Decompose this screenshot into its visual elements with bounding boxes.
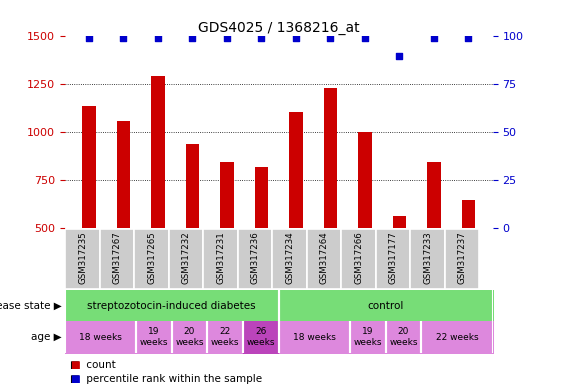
Text: age ▶: age ▶ [32, 332, 62, 342]
Point [257, 35, 266, 41]
Point [360, 35, 369, 41]
Text: 18 weeks: 18 weeks [79, 333, 122, 342]
FancyBboxPatch shape [65, 229, 100, 289]
Text: 20
weeks: 20 weeks [175, 328, 204, 347]
Point [153, 35, 162, 41]
Text: disease state ▶: disease state ▶ [0, 301, 62, 311]
Bar [82, 106, 96, 324]
FancyBboxPatch shape [135, 229, 169, 289]
Text: GSM317233: GSM317233 [423, 232, 432, 284]
Bar [427, 162, 441, 324]
Text: 19
weeks: 19 weeks [354, 328, 382, 347]
Bar [358, 131, 372, 324]
Text: ■: ■ [70, 360, 80, 370]
FancyBboxPatch shape [169, 229, 203, 289]
Text: GSM317236: GSM317236 [251, 232, 260, 284]
Bar [151, 76, 165, 324]
Point [188, 35, 197, 41]
Point [326, 35, 335, 41]
FancyBboxPatch shape [238, 229, 272, 289]
Text: GSM317231: GSM317231 [216, 232, 225, 284]
Text: 26
weeks: 26 weeks [247, 328, 275, 347]
Text: GSM317235: GSM317235 [78, 232, 87, 284]
Text: ■: ■ [70, 374, 80, 384]
Point [222, 35, 231, 41]
Bar [392, 216, 406, 324]
Point [395, 53, 404, 59]
FancyBboxPatch shape [342, 229, 376, 289]
Text: control: control [368, 301, 404, 311]
Text: GSM317264: GSM317264 [320, 232, 329, 284]
FancyBboxPatch shape [445, 229, 479, 289]
Text: GSM317266: GSM317266 [354, 232, 363, 284]
FancyBboxPatch shape [100, 229, 134, 289]
Text: ■  count: ■ count [70, 360, 116, 370]
Bar [220, 162, 234, 324]
Text: ■  percentile rank within the sample: ■ percentile rank within the sample [70, 374, 262, 384]
Bar [254, 167, 269, 324]
Bar [462, 200, 475, 324]
Text: GSM317237: GSM317237 [458, 232, 467, 284]
Text: GSM317232: GSM317232 [182, 232, 191, 284]
Bar [289, 112, 303, 324]
Point [292, 35, 301, 41]
Bar [324, 88, 337, 324]
FancyBboxPatch shape [307, 229, 341, 289]
Bar [186, 144, 199, 324]
Text: GSM317267: GSM317267 [113, 232, 122, 284]
Point [119, 35, 128, 41]
Text: streptozotocin-induced diabetes: streptozotocin-induced diabetes [87, 301, 256, 311]
Text: GSM317265: GSM317265 [147, 232, 156, 284]
Text: 22 weeks: 22 weeks [436, 333, 479, 342]
Bar [117, 121, 130, 324]
Text: 22
weeks: 22 weeks [211, 328, 239, 347]
Text: GSM317234: GSM317234 [285, 232, 294, 284]
FancyBboxPatch shape [376, 229, 410, 289]
Point [464, 35, 473, 41]
FancyBboxPatch shape [410, 229, 445, 289]
Text: 18 weeks: 18 weeks [293, 333, 336, 342]
Title: GDS4025 / 1368216_at: GDS4025 / 1368216_at [198, 22, 360, 35]
Text: GSM317177: GSM317177 [388, 232, 397, 284]
FancyBboxPatch shape [272, 229, 307, 289]
Point [84, 35, 93, 41]
Text: 20
weeks: 20 weeks [389, 328, 418, 347]
FancyBboxPatch shape [203, 229, 238, 289]
Text: 19
weeks: 19 weeks [140, 328, 168, 347]
Point [430, 35, 439, 41]
